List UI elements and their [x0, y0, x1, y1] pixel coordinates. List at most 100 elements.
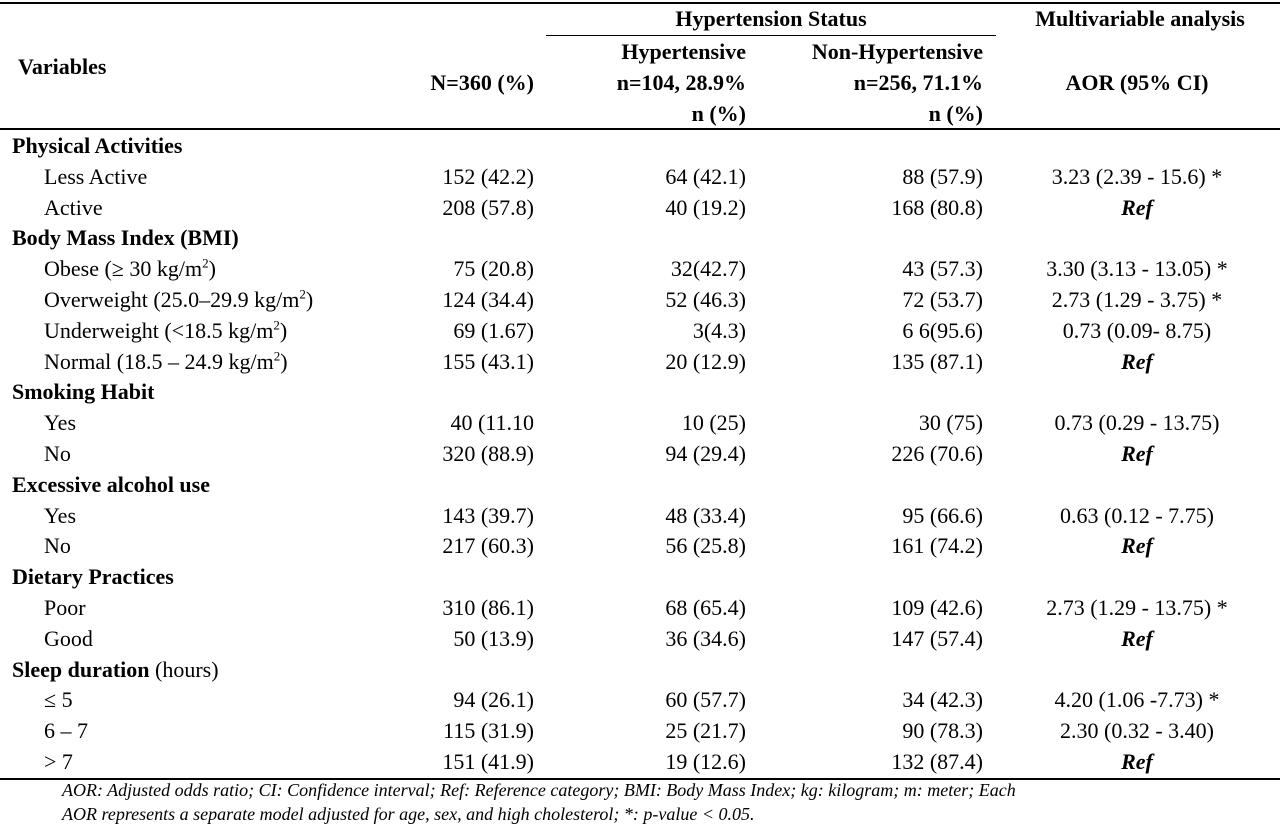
hypertensive-cell: 60 (57.7) — [665, 687, 746, 713]
table-row: Yes 143 (39.7) 48 (33.4) 95 (66.6) 0.63 (0.1… — [0, 501, 1280, 532]
category-row: Body Mass Index (BMI) — [0, 223, 1280, 254]
table-row: Yes 40 (11.10 10 (25) 30 (75) 0.73 (0.29 - 1… — [0, 408, 1280, 439]
row-label: Active — [44, 194, 103, 220]
aor-cell: Ref — [1121, 748, 1153, 774]
category-row: Smoking Habit — [0, 377, 1280, 408]
nonhypertensive-cell: 43 (57.3) — [902, 256, 983, 282]
table-footnote: AOR: Adjusted odds ratio; CI: Confidence… — [62, 778, 1262, 826]
hypertensive-cell: 3(4.3) — [692, 317, 746, 343]
header-total: N=360 (%) — [430, 70, 534, 95]
aor-cell: 0.63 (0.12 - 7.75) — [1060, 502, 1214, 528]
total-cell: 50 (13.9) — [453, 625, 534, 651]
total-cell: 75 (20.8) — [453, 256, 534, 282]
table-row: No 320 (88.9) 94 (29.4) 226 (70.6) Ref — [0, 439, 1280, 470]
table-row: Normal (18.5 – 24.9 kg/m2) 155 (43.1) 20 (… — [0, 347, 1280, 378]
row-label: Good — [44, 625, 93, 651]
nonhypertensive-cell: 30 (75) — [918, 410, 983, 436]
aor-cell: Ref — [1121, 440, 1153, 466]
hypertensive-cell: 56 (25.8) — [665, 533, 746, 559]
row-label: Underweight (<18.5 kg/m2) — [44, 317, 288, 343]
category-row: Physical Activities — [0, 131, 1280, 162]
category-label: Sleep duration (hours) — [12, 656, 219, 682]
row-label: No — [44, 440, 71, 466]
table-row: Good 50 (13.9) 36 (34.6) 147 (57.4) Ref — [0, 624, 1280, 655]
aor-cell: Ref — [1121, 533, 1153, 559]
nonhypertensive-cell: 226 (70.6) — [891, 440, 983, 466]
row-label: Obese (≥ 30 kg/m2) — [44, 255, 216, 282]
hypertensive-cell: 64 (42.1) — [665, 163, 746, 189]
total-cell: 151 (41.9) — [442, 748, 534, 774]
aor-cell: Ref — [1121, 348, 1153, 374]
row-label: Yes — [44, 502, 77, 528]
nonhypertensive-cell: 34 (42.3) — [902, 687, 983, 713]
row-label: > 7 — [44, 748, 73, 774]
table-row: Poor 310 (86.1) 68 (65.4) 109 (42.6) 2.73 (1… — [0, 593, 1280, 624]
nonhypertensive-cell: 168 (80.8) — [891, 194, 983, 220]
hypertensive-cell: 52 (46.3) — [665, 286, 746, 312]
table-row: Underweight (<18.5 kg/m2) 69 (1.67) 3(4.3)… — [0, 316, 1280, 347]
hypertensive-cell: 10 (25) — [681, 410, 746, 436]
aor-cell: 2.73 (1.29 - 3.75) * — [1051, 286, 1223, 312]
total-cell: 310 (86.1) — [442, 594, 534, 620]
total-cell: 115 (31.9) — [443, 718, 534, 744]
aor-cell: 2.73 (1.29 - 13.75) * — [1046, 594, 1228, 620]
header-hypertensive-line2: n=104, 28.9% — [616, 70, 746, 95]
category-label: Smoking Habit — [12, 379, 155, 405]
table-body: Physical Activities Less Active 152 (42.2)… — [0, 131, 1280, 778]
aor-cell: 3.23 (2.39 - 15.6) * — [1051, 163, 1223, 189]
hypertensive-cell: 32(42.7) — [670, 256, 746, 282]
nonhypertensive-cell: 161 (74.2) — [891, 533, 983, 559]
table-top-rule — [0, 2, 1280, 4]
table-row: 6 – 7 115 (31.9) 25 (21.7) 90 (78.3) 2.30 (0… — [0, 716, 1280, 747]
nonhypertensive-cell: 72 (53.7) — [902, 286, 983, 312]
hypertensive-cell: 36 (34.6) — [665, 625, 746, 651]
footnote-line-2: AOR represents a separate model adjusted… — [62, 804, 755, 824]
hypertensive-cell: 25 (21.7) — [665, 718, 746, 744]
total-cell: 320 (88.9) — [442, 440, 534, 466]
total-cell: 208 (57.8) — [442, 194, 534, 220]
aor-cell: 0.73 (0.29 - 13.75) — [1054, 410, 1220, 436]
category-label: Excessive alcohol use — [12, 471, 210, 497]
row-label: Poor — [44, 594, 86, 620]
category-row: Dietary Practices — [0, 562, 1280, 593]
total-cell: 124 (34.4) — [442, 286, 534, 312]
total-cell: 69 (1.67) — [453, 317, 534, 343]
hypertension-status-rule — [546, 35, 996, 36]
header-variables: Variables — [18, 54, 107, 79]
table-row: Obese (≥ 30 kg/m2) 75 (20.8) 32(42.7) 43 (5… — [0, 254, 1280, 285]
table-bottom-rule — [0, 778, 1280, 780]
hypertensive-cell: 94 (29.4) — [665, 440, 746, 466]
nonhypertensive-cell: 147 (57.4) — [891, 625, 983, 651]
category-label: Physical Activities — [12, 133, 183, 158]
nonhypertensive-cell: 135 (87.1) — [891, 348, 983, 374]
hypertensive-cell: 19 (12.6) — [665, 748, 746, 774]
aor-cell: 0.73 (0.09- 8.75) — [1062, 317, 1212, 343]
footnote-line-1: AOR: Adjusted odds ratio; CI: Confidence… — [62, 780, 1016, 800]
hypertensive-cell: 20 (12.9) — [665, 348, 746, 374]
total-cell: 152 (42.2) — [442, 163, 534, 189]
nonhypertensive-cell: 109 (42.6) — [891, 594, 983, 620]
row-label: Yes — [44, 410, 77, 436]
category-label: Dietary Practices — [12, 564, 174, 590]
header-nonhypertensive-line3: n (%) — [928, 101, 983, 126]
row-label: Normal (18.5 – 24.9 kg/m2) — [44, 348, 288, 374]
nonhypertensive-cell: 6 6(95.6) — [902, 317, 983, 343]
aor-cell: 3.30 (3.13 - 13.05) * — [1046, 256, 1228, 282]
aor-cell: 4.20 (1.06 -7.73) * — [1054, 687, 1220, 713]
row-label: ≤ 5 — [44, 687, 73, 713]
header-aor: AOR (95% CI) — [1065, 70, 1209, 95]
nonhypertensive-cell: 95 (66.6) — [902, 502, 983, 528]
total-cell: 40 (11.10 — [450, 410, 534, 436]
aor-cell: Ref — [1121, 194, 1153, 220]
header-hypertensive-line3: n (%) — [691, 101, 746, 126]
nonhypertensive-cell: 132 (87.4) — [891, 748, 983, 774]
row-label: 6 – 7 — [44, 718, 88, 744]
aor-cell: Ref — [1121, 625, 1153, 651]
table-row: Active 208 (57.8) 40 (19.2) 168 (80.8) Ref — [0, 193, 1280, 224]
nonhypertensive-cell: 88 (57.9) — [902, 163, 983, 189]
table-row: Less Active 152 (42.2) 64 (42.1) 88 (57.9) 3… — [0, 162, 1280, 193]
total-cell: 155 (43.1) — [442, 348, 534, 374]
row-label: Less Active — [44, 163, 148, 189]
row-label: Overweight (25.0–29.9 kg/m2) — [44, 286, 314, 312]
aor-cell: 2.30 (0.32 - 3.40) — [1060, 718, 1214, 744]
